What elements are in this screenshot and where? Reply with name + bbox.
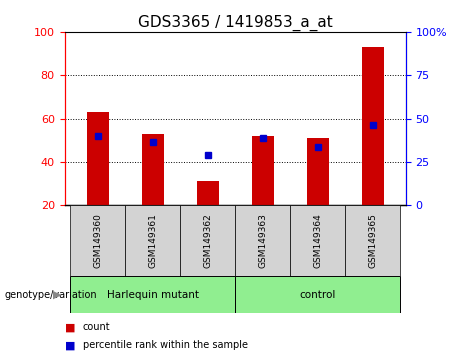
Text: genotype/variation: genotype/variation [5, 290, 97, 300]
Bar [290, 205, 345, 276]
Bar [125, 205, 180, 276]
Bar [252, 136, 274, 205]
Text: GSM149362: GSM149362 [203, 213, 212, 268]
Text: percentile rank within the sample: percentile rank within the sample [83, 340, 248, 350]
Bar [307, 138, 329, 205]
Title: GDS3365 / 1419853_a_at: GDS3365 / 1419853_a_at [138, 14, 332, 30]
Text: control: control [300, 290, 336, 300]
Text: ▶: ▶ [53, 290, 61, 300]
Bar [142, 134, 164, 205]
Bar [70, 205, 125, 276]
Text: count: count [83, 322, 111, 332]
Bar [70, 276, 235, 313]
Text: ■: ■ [65, 340, 75, 350]
Bar [180, 205, 235, 276]
Text: Harlequin mutant: Harlequin mutant [106, 290, 199, 300]
Text: GSM149361: GSM149361 [148, 213, 157, 268]
Bar [235, 276, 400, 313]
Text: GSM149365: GSM149365 [368, 213, 377, 268]
Bar [345, 205, 400, 276]
Text: ■: ■ [65, 322, 75, 332]
Text: GSM149364: GSM149364 [313, 213, 322, 268]
Text: GSM149360: GSM149360 [93, 213, 102, 268]
Bar [362, 47, 384, 205]
Bar [87, 112, 108, 205]
Bar [196, 182, 219, 205]
Bar [235, 205, 290, 276]
Text: GSM149363: GSM149363 [258, 213, 267, 268]
